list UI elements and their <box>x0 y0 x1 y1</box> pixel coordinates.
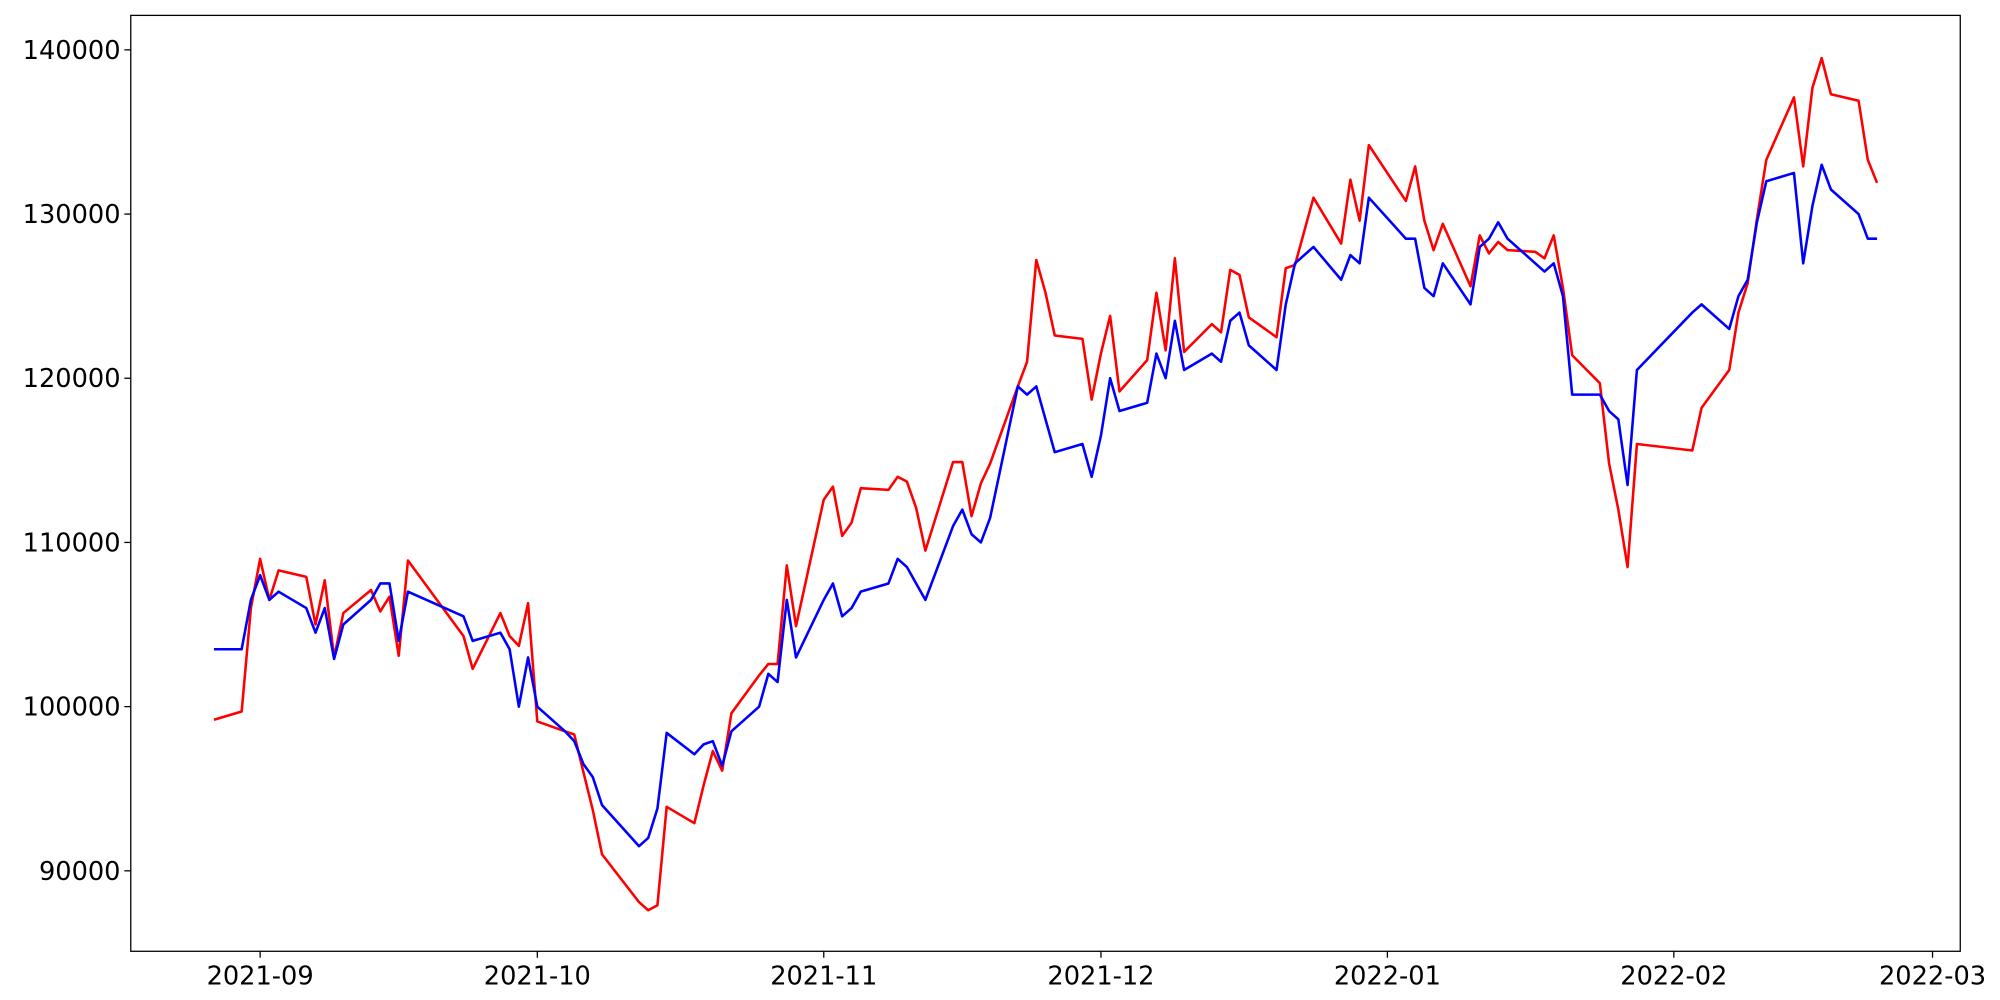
y-tick-label: 90000 <box>39 857 121 887</box>
y-tick-label: 130000 <box>23 200 121 230</box>
y-tick-label: 110000 <box>23 528 121 558</box>
x-tick-label: 2021-12 <box>1047 962 1154 992</box>
x-tick-label: 2021-10 <box>484 962 591 992</box>
plot-frame <box>130 14 1961 952</box>
line-series <box>213 163 1878 848</box>
x-tick-label: 2021-11 <box>770 962 877 992</box>
x-tick-label: 2022-01 <box>1334 962 1441 992</box>
line-series <box>213 56 1879 912</box>
x-tick-label: 2022-02 <box>1620 962 1727 992</box>
y-tick-label: 120000 <box>23 364 121 394</box>
x-tick-label: 2022-03 <box>1879 962 1986 992</box>
y-tick-label: 100000 <box>23 693 121 723</box>
x-tick-label: 2021-09 <box>207 962 314 992</box>
y-tick-label: 140000 <box>23 36 121 66</box>
